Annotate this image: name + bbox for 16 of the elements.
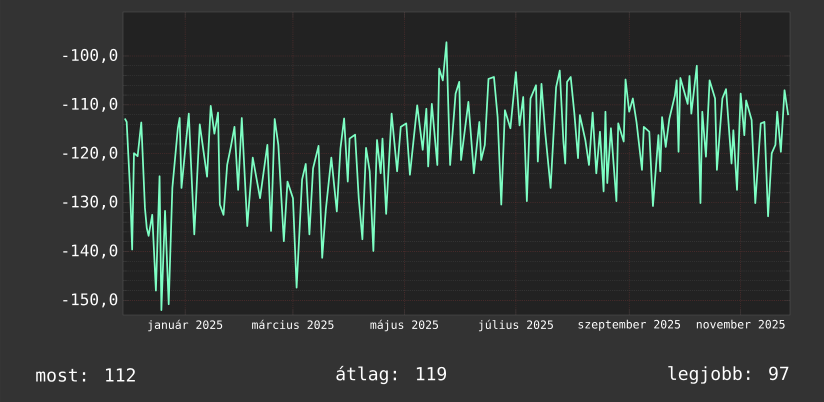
text: most: 112 [36,368,135,382]
y-tick-label: -120,0 [63,146,118,161]
x-tick-label: március 2025 [252,320,334,330]
x-tick-label: január 2025 [148,320,222,332]
line-series [124,41,790,311]
x-tick-label: november 2025 [696,320,785,329]
y-tick-label: -130,0 [63,196,118,210]
y-tick-label: -140,0 [63,244,118,259]
text: átlag: 119 [336,366,446,384]
x-tick-label: május 2025 [370,320,438,332]
y-tick-label: -100,0 [63,48,118,64]
y-tick-label: -110,0 [63,98,118,112]
x-tick-label: szeptember 2025 [578,320,680,331]
y-tick-label: -150,0 [63,293,118,308]
text: legjobb: 97 [668,366,788,384]
x-tick-label: július 2025 [478,320,553,332]
